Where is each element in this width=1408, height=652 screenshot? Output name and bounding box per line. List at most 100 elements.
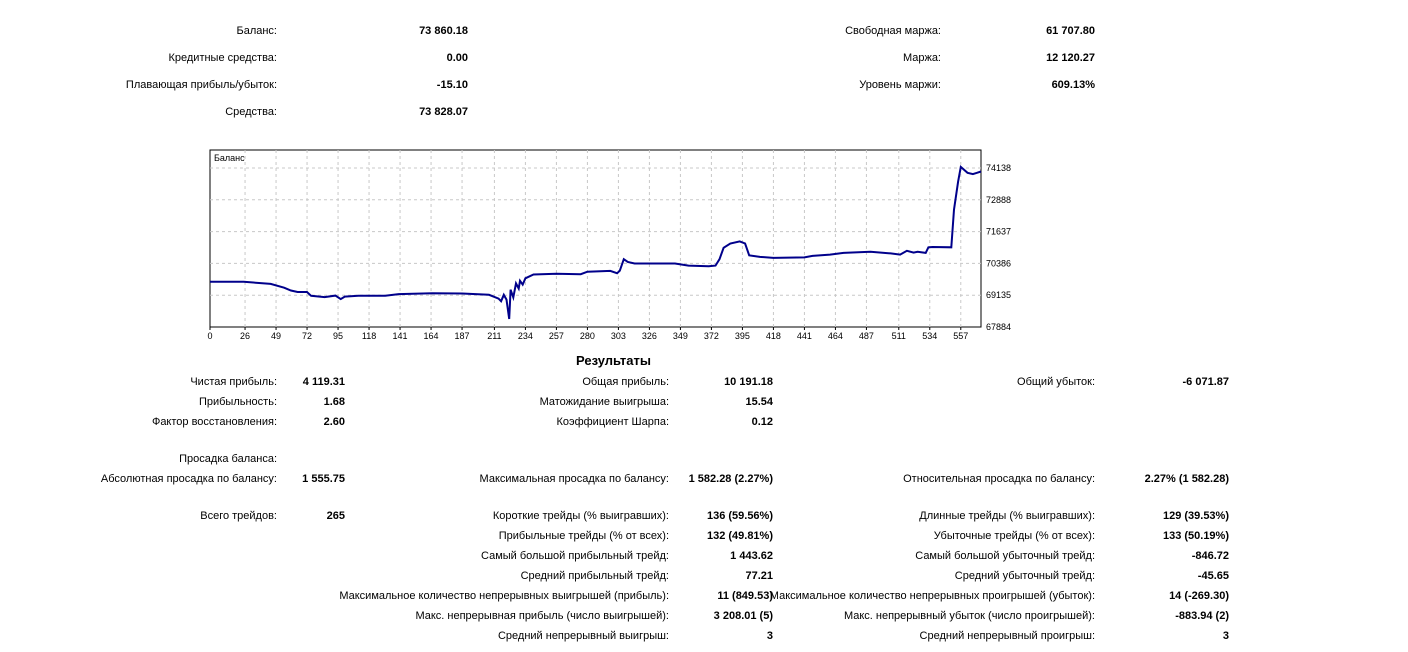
gross-loss-value: -6 071.87 — [1182, 376, 1229, 388]
y-tick-label: 67884 — [986, 322, 1011, 332]
profitability-label: Прибыльность: — [198, 396, 277, 408]
loss-trades-label: Убыточные трейды (% от всех): — [933, 530, 1095, 542]
drawdown-header: Просадка баланса: — [179, 453, 277, 465]
x-tick-label: 487 — [859, 331, 874, 341]
avg-profit-label: Средний прибыльный трейд: — [520, 570, 669, 582]
short-trades-value: 136 (59.56%) — [706, 510, 773, 522]
y-tick-label: 70386 — [986, 258, 1011, 268]
max-cons-losses-value: 14 (-269.30) — [1169, 590, 1229, 602]
gross-profit-value: 10 191.18 — [724, 376, 773, 388]
x-tick-label: 326 — [642, 331, 657, 341]
x-tick-label: 534 — [922, 331, 937, 341]
x-tick-label: 187 — [455, 331, 470, 341]
gross-profit-label: Общая прибыль: — [582, 376, 669, 388]
max-cons-losses-label: Максимальное количество непрерывных прои… — [769, 590, 1095, 602]
balance-label: Баланс: — [236, 25, 277, 37]
x-tick-label: 118 — [362, 331, 376, 341]
balance-series-line — [210, 164, 982, 320]
x-tick-label: 372 — [704, 331, 719, 341]
free-margin-value: 61 707.80 — [1046, 25, 1095, 37]
max-cons-profit-label: Макс. непрерывная прибыль (число выигрыш… — [415, 610, 669, 622]
chart-title: Баланс — [214, 153, 245, 163]
x-tick-label: 141 — [393, 331, 408, 341]
avg-loss-label: Средний убыточный трейд: — [954, 570, 1095, 582]
max-cons-loss-label: Макс. непрерывный убыток (число проигрыш… — [843, 610, 1095, 622]
results-header: Результаты — [576, 353, 651, 368]
avg-loss-value: -45.65 — [1197, 570, 1229, 582]
x-tick-label: 164 — [424, 331, 439, 341]
x-tick-label: 95 — [333, 331, 343, 341]
profit-trades-label: Прибыльные трейды (% от всех): — [498, 530, 669, 542]
x-tick-label: 418 — [766, 331, 781, 341]
long-trades-value: 129 (39.53%) — [1162, 510, 1229, 522]
credit-value: 0.00 — [446, 52, 468, 64]
x-tick-label: 49 — [271, 331, 281, 341]
max-drawdown-value: 1 582.28 (2.27%) — [688, 473, 773, 485]
avg-cons-wins-value: 3 — [766, 630, 773, 642]
long-trades-label: Длинные трейды (% выигравших): — [919, 510, 1095, 522]
x-tick-label: 349 — [673, 331, 688, 341]
largest-loss-label: Самый большой убыточный трейд: — [915, 550, 1095, 562]
margin-value: 12 120.27 — [1046, 52, 1095, 64]
abs-drawdown-value: 1 555.75 — [302, 473, 345, 485]
short-trades-label: Короткие трейды (% выигравших): — [492, 510, 669, 522]
profit-trades-value: 132 (49.81%) — [706, 530, 773, 542]
recovery-factor-value: 2.60 — [323, 416, 345, 428]
profitability-value: 1.68 — [323, 396, 345, 408]
equity-value: 73 828.07 — [419, 106, 468, 118]
x-tick-label: 557 — [953, 331, 968, 341]
avg-cons-losses-value: 3 — [1222, 630, 1229, 642]
y-tick-label: 72888 — [986, 195, 1011, 205]
gross-loss-label: Общий убыток: — [1017, 376, 1095, 388]
floating-pl-label: Плавающая прибыль/убыток: — [125, 79, 277, 91]
recovery-factor-label: Фактор восстановления: — [151, 416, 277, 428]
x-tick-label: 511 — [892, 331, 906, 341]
x-tick-label: 395 — [735, 331, 750, 341]
credit-label: Кредитные средства: — [168, 52, 277, 64]
rel-drawdown-value: 2.27% (1 582.28) — [1144, 473, 1229, 485]
margin-level-label: Уровень маржи: — [859, 79, 941, 91]
y-tick-label: 69135 — [986, 290, 1011, 300]
max-cons-wins-label: Максимальное количество непрерывных выиг… — [339, 590, 669, 602]
max-cons-loss-value: -883.94 (2) — [1175, 610, 1229, 622]
x-tick-label: 26 — [240, 331, 250, 341]
net-profit-value: 4 119.31 — [302, 376, 345, 388]
margin-level-value: 609.13% — [1051, 79, 1095, 91]
y-tick-label: 74138 — [986, 163, 1011, 173]
x-tick-label: 72 — [302, 331, 312, 341]
rel-drawdown-label: Относительная просадка по балансу: — [903, 473, 1095, 485]
abs-drawdown-label: Абсолютная просадка по балансу: — [100, 473, 277, 485]
sharpe-ratio-value: 0.12 — [751, 416, 773, 428]
max-cons-wins-value: 11 (849.53) — [717, 590, 773, 602]
x-tick-label: 0 — [207, 331, 212, 341]
sharpe-ratio-label: Коэффициент Шарпа: — [556, 416, 669, 428]
margin-label: Маржа: — [902, 52, 941, 64]
x-tick-label: 234 — [518, 331, 533, 341]
total-trades-label: Всего трейдов: — [200, 510, 277, 522]
avg-profit-value: 77.21 — [745, 570, 773, 582]
equity-label: Средства: — [225, 106, 277, 118]
x-tick-label: 303 — [611, 331, 626, 341]
balance-chart: 67884 69135 70386 71637 72888 74138 0 26 49 72 95… — [207, 149, 1011, 341]
total-trades-value: 265 — [326, 510, 345, 522]
expected-payoff-label: Матожидание выигрыша: — [539, 396, 669, 408]
avg-cons-wins-label: Средний непрерывный выигрыш: — [497, 630, 669, 642]
x-tick-label: 464 — [828, 331, 843, 341]
max-cons-profit-value: 3 208.01 (5) — [713, 610, 773, 622]
largest-loss-value: -846.72 — [1191, 550, 1229, 562]
free-margin-label: Свободная маржа: — [845, 25, 941, 37]
loss-trades-value: 133 (50.19%) — [1162, 530, 1229, 542]
largest-profit-label: Самый большой прибыльный трейд: — [481, 550, 669, 562]
max-drawdown-label: Максимальная просадка по балансу: — [479, 473, 669, 485]
expected-payoff-value: 15.54 — [745, 396, 773, 408]
avg-cons-losses-label: Средний непрерывный проигрыш: — [919, 630, 1095, 642]
balance-value: 73 860.18 — [419, 25, 468, 37]
largest-profit-value: 1 443.62 — [730, 550, 773, 562]
x-tick-label: 441 — [797, 331, 812, 341]
net-profit-label: Чистая прибыль: — [190, 376, 277, 388]
x-tick-label: 280 — [580, 331, 595, 341]
chart-plot-area — [209, 149, 982, 328]
floating-pl-value: -15.10 — [436, 79, 468, 91]
x-tick-label: 211 — [487, 331, 501, 341]
y-tick-label: 71637 — [986, 227, 1011, 237]
